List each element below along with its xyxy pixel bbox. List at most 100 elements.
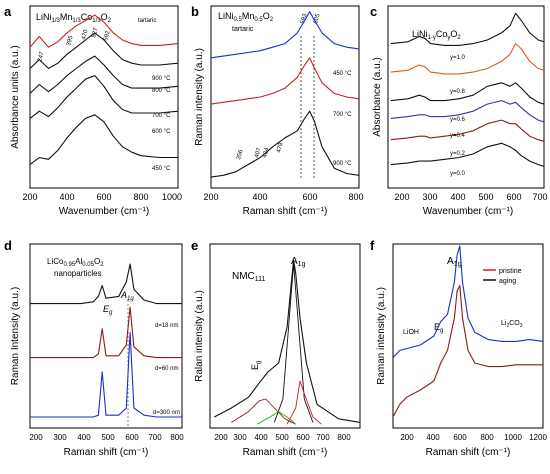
x-tick: 600 — [302, 192, 317, 202]
peak-label-eg: Eg — [434, 322, 443, 334]
series-line-eg-component — [231, 398, 296, 425]
y-axis-label: Raman intensity (a.u.) — [194, 48, 205, 146]
annotation-tartaric: tartaric — [138, 18, 156, 24]
x-tick: 400 — [254, 433, 268, 442]
series-label-600: 600 °C — [152, 129, 171, 135]
series-line-900-c — [29, 14, 179, 48]
panel-subtitle: nanoparticles — [54, 269, 102, 278]
series-label-y00: y=0.0 — [450, 171, 466, 177]
series-label-900: 900 °C — [333, 161, 352, 167]
x-tick: 800 — [337, 433, 351, 442]
x-tick: 400 — [426, 433, 440, 442]
x-tick: 1200 — [529, 433, 547, 442]
series-line-450-c — [29, 114, 178, 166]
x-tick: 400 — [252, 192, 267, 202]
plot-frame — [387, 5, 545, 189]
panel-title: LiNi1-yCoyO2 — [412, 29, 461, 41]
peak-label-605: 605 — [313, 13, 322, 25]
x-tick: 400 — [59, 192, 74, 202]
series-label-700: 700 °C — [333, 112, 352, 118]
peak-labels: 356 407 424 479 593 605 — [236, 13, 322, 161]
y-axis-label: Absorbance units (a.u.) — [10, 45, 21, 148]
peak-label-lioh: LiOH — [403, 329, 419, 336]
plot-frame — [209, 243, 361, 429]
series-line-y-1-0 — [390, 12, 545, 46]
x-tick: 600 — [506, 192, 521, 202]
series-layer — [392, 245, 544, 418]
series-label-18: d=18 nm — [155, 323, 179, 329]
series-line-component-4 — [286, 380, 322, 425]
series-line-y-0-0 — [390, 142, 545, 167]
series-line-d-300-nm — [30, 331, 182, 418]
panel-a: a LiNi1/3Mn1/3Co1/3O2 tartaric 247 395 4… — [4, 4, 182, 217]
x-tick: 600 — [453, 433, 467, 442]
series-line-900-c — [210, 110, 360, 178]
x-tick: 600 — [296, 433, 310, 442]
x-ticks: 200 300 400 500 600 700 800 — [29, 433, 184, 442]
series-line-a1g-component — [273, 263, 314, 423]
series-label-60: d=60 nm — [155, 366, 179, 372]
peak-label-a1g: A1g — [120, 290, 134, 302]
x-tick: 700 — [316, 433, 330, 442]
series-label-y08: y=0.8 — [450, 89, 466, 95]
series-label-y02: y=0.2 — [450, 151, 466, 157]
x-tick: 400 — [450, 192, 465, 202]
panel-e: e NMC111 A1g Eg 200 300 400 500 600 700 … — [191, 238, 361, 458]
legend: pristine aging — [483, 268, 522, 285]
x-axis-label: Raman shift (cm⁻¹) — [243, 447, 328, 458]
x-tick: 200 — [214, 433, 228, 442]
x-tick: 200 — [22, 192, 37, 202]
series-layer — [214, 259, 361, 425]
series-label-700: 700 °C — [152, 113, 171, 119]
series-label-900: 900 °C — [152, 76, 171, 82]
series-line-d-18-nm — [30, 263, 182, 305]
plot-frame — [392, 243, 544, 429]
x-ticks: 200 400 600 800 — [203, 192, 363, 202]
series-line-measured — [214, 259, 361, 423]
x-ticks: 200 300 400 500 600 700 800 — [214, 433, 351, 442]
series-line-d-60-nm — [30, 306, 182, 359]
y-axis-label: Raman intensity (a.u.) — [376, 287, 387, 385]
series-label-y10: y=1.0 — [450, 55, 466, 61]
x-tick: 700 — [532, 192, 547, 202]
series-layer — [390, 12, 545, 167]
peak-label-407: 407 — [254, 147, 263, 159]
series-layer — [30, 263, 182, 418]
x-tick: 200 — [203, 192, 218, 202]
x-axis-label: Wavenumber (cm⁻¹) — [59, 206, 149, 217]
peak-label-247: 247 — [37, 51, 46, 63]
peak-label-eg: Eg — [103, 304, 113, 316]
x-tick: 800 — [133, 192, 148, 202]
x-tick: 300 — [53, 433, 67, 442]
x-tick: 400 — [77, 433, 91, 442]
x-ticks: 200 300 400 500 600 700 — [394, 192, 547, 202]
x-tick: 800 — [480, 433, 494, 442]
x-tick: 600 — [96, 192, 111, 202]
peak-label-a1g: A1g — [291, 256, 306, 268]
series-label-450: 450 °C — [152, 166, 171, 172]
panel-d: d LiCo0.95Al0.05O2 nanoparticles Eg A1g … — [4, 238, 184, 458]
panel-b: b LiNi0.5Mn0.5O2 tartaric 356 407 424 47… — [191, 4, 364, 217]
panel-title: NMC111 — [232, 271, 266, 283]
panel-letter: e — [191, 238, 198, 253]
series-label-300: d=300 nm — [153, 410, 180, 416]
peak-label-a1g: A1g — [447, 256, 462, 268]
panel-letter: b — [191, 4, 199, 19]
x-tick: 500 — [275, 433, 289, 442]
x-tick: 300 — [233, 433, 247, 442]
y-axis-label: Ralan intensity (a.u.) — [194, 290, 205, 382]
x-tick: 500 — [478, 192, 493, 202]
legend-label-aging: aging — [499, 278, 516, 285]
series-labels: y=1.0 y=0.8 y=0.6 y=0.4 y=0.2 y=0.0 — [450, 55, 466, 177]
x-axis-label: Wavenumber (cm⁻¹) — [423, 206, 513, 217]
legend-label-pristine: pristine — [499, 268, 522, 275]
x-tick: 800 — [170, 433, 184, 442]
panel-title: LiCo0.95Al0.05O2 — [47, 257, 104, 268]
x-axis-label: Raman shift (cm⁻¹) — [64, 447, 149, 458]
peak-label-592: 592 — [103, 30, 112, 42]
series-line-y-0-4 — [390, 100, 545, 123]
peak-label-356: 356 — [236, 149, 245, 161]
series-label-450: 450 °C — [333, 71, 352, 77]
x-tick: 700 — [148, 433, 162, 442]
